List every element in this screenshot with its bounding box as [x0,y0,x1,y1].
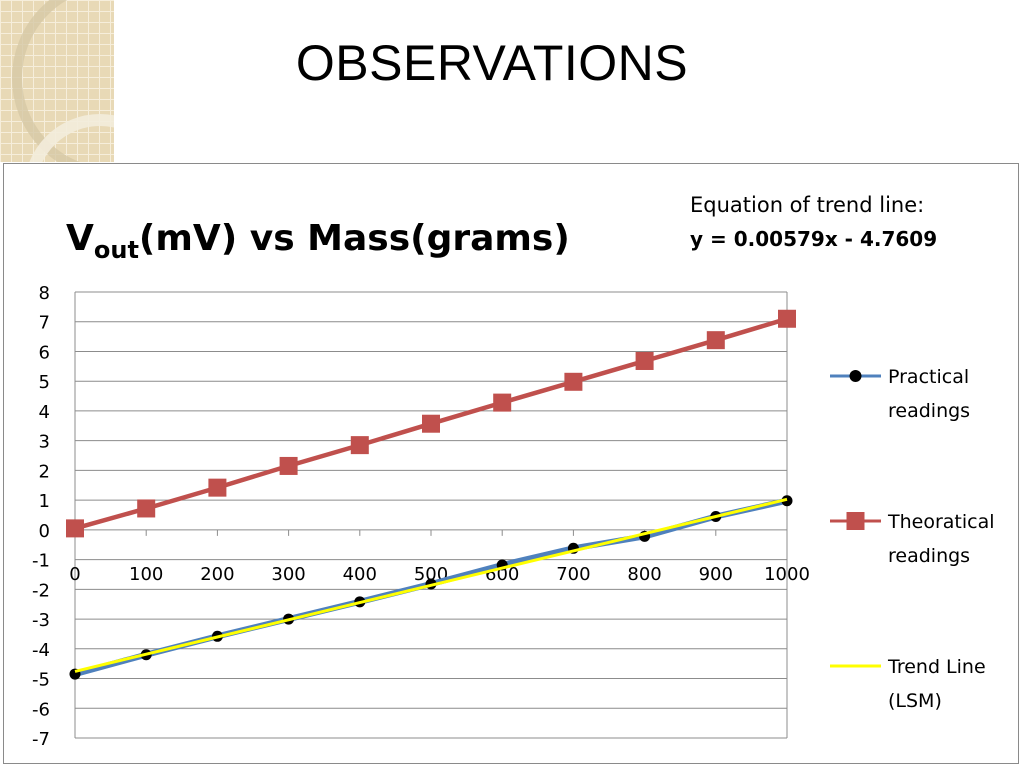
y-tick-label: 5 [39,372,50,393]
data-point-theoretical [778,309,796,328]
y-tick-label: 3 [39,432,50,453]
data-point-theoretical [208,478,227,497]
y-tick-label: -6 [32,699,50,720]
y-tick-label: 4 [39,402,50,423]
y-tick-label: 7 [39,313,50,334]
chart-title-rest: (mV) vs Mass(grams) [139,218,570,259]
legend-swatch-marker [849,370,862,382]
legend-label: Theoratical [887,511,995,533]
chart-frame: Vout(mV) vs Mass(grams) Equation of tren… [3,163,1019,764]
data-point-theoretical [350,436,369,455]
series-line-trend [74,497,788,673]
y-tick-label: 6 [39,342,50,363]
y-tick-label: 0 [39,521,50,542]
y-tick-label: -4 [32,640,50,661]
x-tick-label: 900 [699,564,733,585]
y-tick-label: -5 [32,670,50,691]
legend-label: Practical [888,366,969,388]
x-tick-label: 800 [627,564,661,585]
y-tick-label: -7 [32,729,50,750]
data-point-theoretical [706,331,725,350]
x-tick-label: 1000 [764,564,810,585]
chart-svg: Vout(mV) vs Mass(grams) Equation of tren… [32,193,995,750]
legend-swatch-marker [846,512,865,530]
x-tick-label: 700 [556,564,590,585]
y-tick-label: -2 [32,580,50,601]
data-point-theoretical [564,372,583,391]
corner-decoration [0,0,114,162]
legend-label: (LSM) [888,690,942,712]
chart-title-main: V [66,218,94,259]
chart-legend: Practical readings Theoratical readings Tren… [830,366,995,712]
legend-label: Trend Line [887,656,986,678]
x-tick-label: 0 [69,564,80,585]
equation-label: Equation of trend line: [690,193,924,217]
data-point-theoretical [279,456,298,475]
slide-title: OBSERVATIONS [295,35,689,91]
legend-label: readings [888,545,970,567]
data-point-theoretical [635,351,654,370]
data-point-theoretical [493,393,512,412]
x-tick-label: 400 [343,564,377,585]
data-point-theoretical [66,519,84,538]
y-tick-label: 2 [39,461,50,482]
y-tick-label: 1 [39,491,50,512]
x-tick-label: 100 [129,564,163,585]
equation-formula: y = 0.00579x - 4.7609 [690,227,937,251]
data-point-theoretical [422,414,440,433]
y-tick-label: -3 [32,610,50,631]
legend-label: readings [888,400,970,422]
chart-title-sub: out [94,236,139,264]
x-tick-label: 300 [271,564,305,585]
x-tick-label: 200 [200,564,234,585]
chart-title: Vout(mV) vs Mass(grams) [66,218,570,264]
y-tick-label: 8 [39,283,50,304]
y-tick-label: -1 [32,551,50,572]
data-point-theoretical [137,499,156,518]
